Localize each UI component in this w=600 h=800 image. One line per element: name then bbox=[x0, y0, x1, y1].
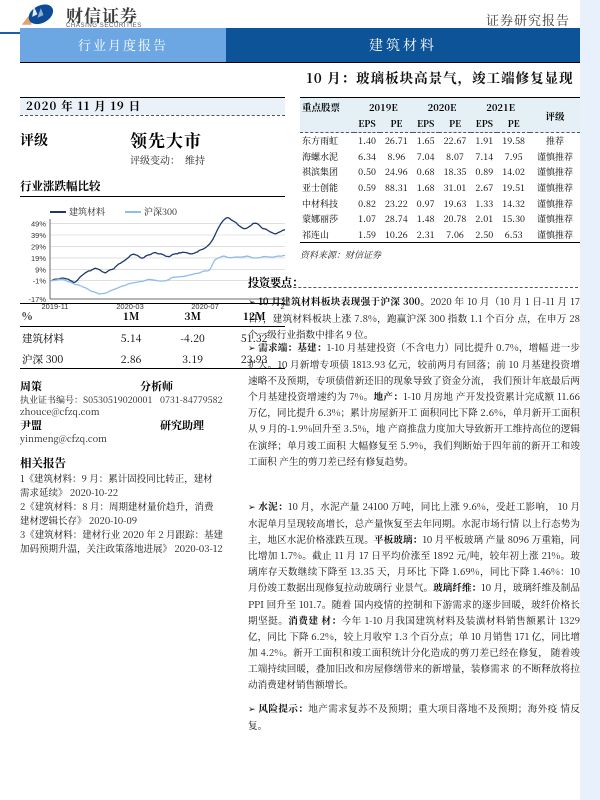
svg-text:建筑材料: 建筑材料 bbox=[69, 206, 105, 218]
svg-text:49%: 49% bbox=[31, 220, 46, 229]
svg-text:29%: 29% bbox=[31, 242, 46, 251]
svg-text:-1%: -1% bbox=[33, 277, 47, 286]
svg-text:沪深300: 沪深300 bbox=[144, 206, 177, 218]
svg-text:9%: 9% bbox=[35, 265, 46, 274]
svg-text:39%: 39% bbox=[31, 231, 46, 240]
svg-text:19%: 19% bbox=[31, 254, 46, 263]
